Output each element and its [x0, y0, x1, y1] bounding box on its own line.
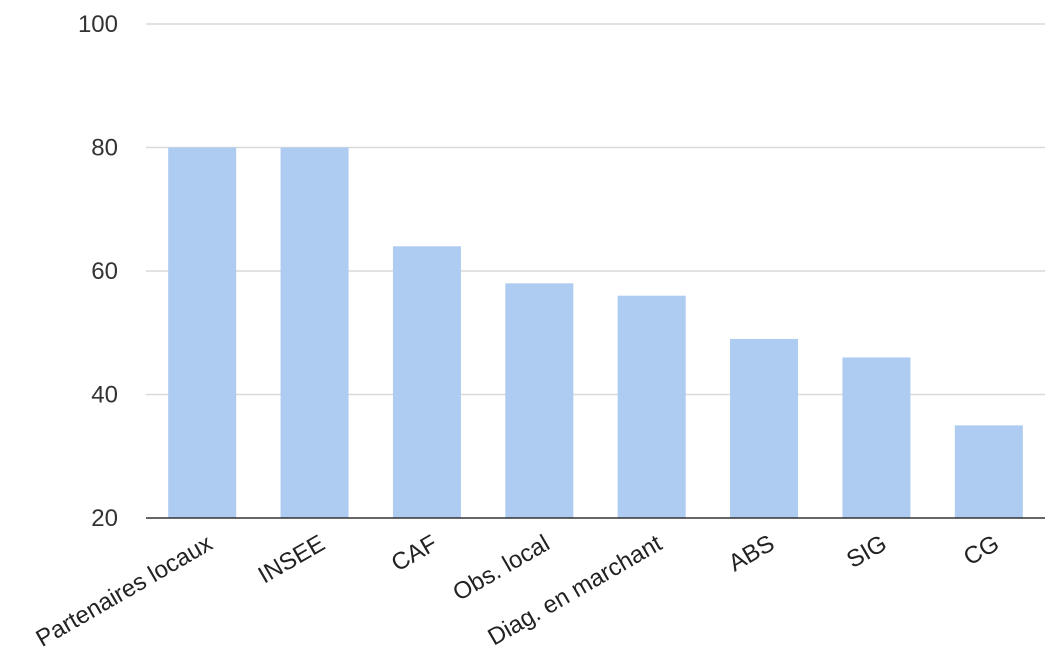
bar-abs: [730, 338, 799, 518]
x-tick-label: CG: [959, 530, 1004, 571]
x-tick-label: INSEE: [254, 530, 330, 589]
bars: [168, 147, 1023, 519]
y-tick-label: 40: [91, 382, 118, 409]
x-tick-label: SIG: [842, 530, 891, 574]
bar-insee: [280, 147, 349, 518]
y-tick-label: 60: [91, 258, 118, 285]
y-tick-label: 100: [78, 11, 118, 38]
x-axis: Partenaires locaux INSEE CAF Obs. localDiag…: [32, 517, 1045, 653]
bar-cg: [954, 425, 1023, 518]
bar-sig: [842, 357, 911, 518]
y-tick-label: 80: [91, 135, 118, 162]
bar-diag-en-marchant: [617, 295, 686, 518]
x-tick-label: Partenaires locaux: [32, 530, 218, 653]
bar-caf: [392, 246, 461, 519]
y-axis: 20 40 60 80 100: [78, 11, 118, 532]
y-tick-label: 20: [91, 505, 118, 532]
x-tick-label: ABS: [724, 530, 779, 577]
bar-obs-local: [505, 283, 574, 518]
bar-partenaires-locaux: [168, 147, 237, 518]
x-tick-label: CAF: [387, 530, 442, 577]
